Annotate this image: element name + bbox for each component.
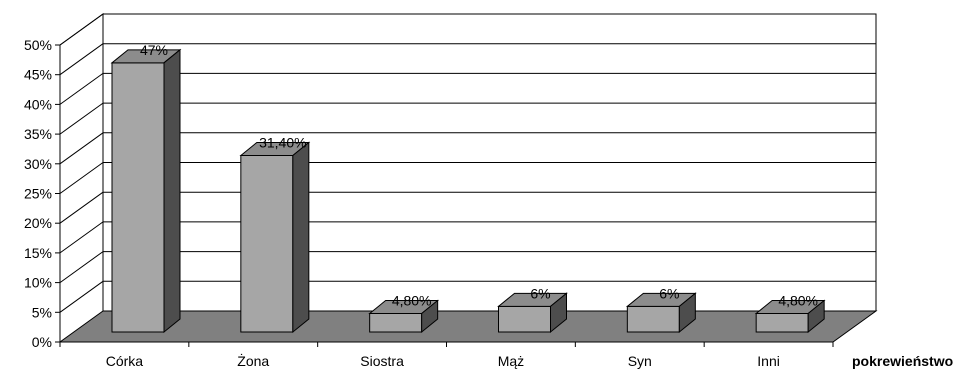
side-gridline — [59, 280, 104, 313]
data-label: 31,40% — [259, 134, 306, 150]
data-label: 47% — [140, 42, 168, 58]
x-tick-label: Córka — [106, 353, 144, 369]
data-label: 4,80% — [392, 292, 432, 308]
x-tick-label: Inni — [757, 353, 780, 369]
side-gridline — [59, 162, 104, 194]
bar-front — [240, 154, 294, 333]
bar-front — [498, 305, 551, 333]
bar — [368, 299, 440, 334]
bar — [625, 292, 697, 334]
side-gridline — [59, 132, 104, 165]
bar — [754, 299, 826, 334]
data-label: 6% — [530, 285, 550, 301]
bar — [497, 292, 568, 334]
bar — [110, 48, 182, 334]
side-gridline — [59, 43, 104, 76]
data-label: 6% — [659, 285, 679, 301]
bar-front — [755, 312, 809, 333]
y-tick-label: 45% — [24, 67, 52, 83]
y-tick-labels: 0% 5% 10% 15% 20% 25% 30% 35% 40% 45% 50% — [24, 37, 52, 350]
data-label: 4,80% — [778, 292, 818, 308]
y-tick-label: 15% — [24, 245, 52, 261]
bar-side — [550, 292, 567, 334]
y-tick-label: 10% — [24, 275, 52, 291]
bar-side — [807, 299, 825, 334]
x-tick-label: Syn — [628, 353, 652, 369]
side-gridline — [59, 102, 104, 135]
y-tick-label: 50% — [24, 37, 52, 53]
y-tick-label: 0% — [32, 334, 52, 350]
side-gridline — [59, 13, 104, 46]
bar-front — [626, 305, 680, 333]
bar — [239, 141, 311, 334]
x-tick-label: Siostra — [360, 353, 404, 369]
y-tick-label: 20% — [24, 215, 52, 231]
bar-side — [292, 141, 310, 334]
x-tick-labels: Córka Żona Siostra Mąż Syn Inni — [106, 352, 780, 369]
y-tick-label: 30% — [24, 156, 52, 172]
x-axis-title: pokrewieństwo — [852, 353, 953, 369]
bars: 47% 31,40% 4,80% 6% 6% 4,80% — [110, 42, 826, 334]
side-gridline — [59, 221, 104, 254]
side-gridline — [59, 72, 104, 105]
y-tick-label: 25% — [24, 186, 52, 202]
y-tick-label: 40% — [24, 96, 52, 112]
bar-side — [678, 292, 696, 334]
x-tick-label: Żona — [237, 352, 269, 369]
x-tick-label: Mąż — [498, 353, 524, 369]
y-tick-label: 35% — [24, 126, 52, 142]
chart-floor — [58, 310, 878, 343]
bar-front — [369, 312, 423, 333]
floor-plane — [58, 310, 878, 343]
bar-side — [421, 299, 439, 334]
side-gridline — [59, 191, 104, 224]
bar-side — [163, 48, 181, 334]
axes — [55, 44, 834, 347]
side-gridline — [59, 251, 104, 284]
y-tick-label: 5% — [32, 304, 52, 320]
bar-front — [111, 62, 165, 333]
gridlines — [59, 13, 876, 313]
